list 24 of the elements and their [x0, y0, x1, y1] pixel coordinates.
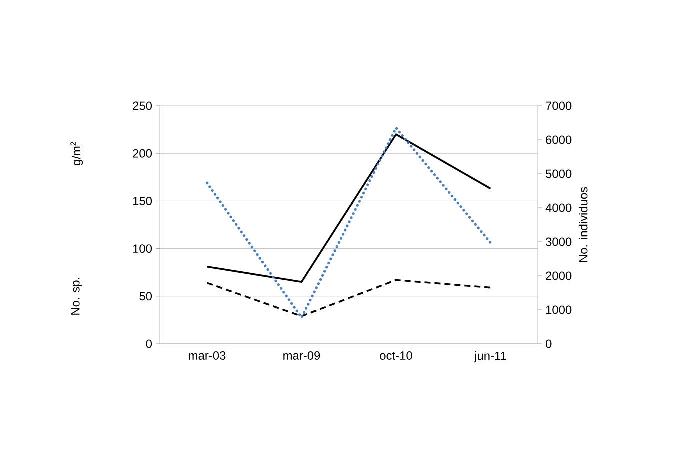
- y2-tick-label: 1000: [546, 306, 572, 314]
- y-tick-label: 250: [133, 102, 152, 110]
- y2-tick-label: 0: [546, 340, 552, 348]
- x-tick-label: oct-10: [380, 352, 412, 360]
- y-tick-label: 50: [140, 292, 152, 301]
- line-series: [206, 279, 492, 318]
- y2-tick-label: 3000: [546, 238, 572, 246]
- x-tick-label: mar-03: [189, 352, 226, 360]
- y-tick-label: 100: [133, 244, 152, 254]
- text: g/m$^{2}$: [70, 142, 84, 166]
- y2-tick-label: 5000: [546, 170, 572, 178]
- y-tick-label: 200: [133, 149, 152, 158]
- line-series: [206, 134, 492, 284]
- y2-tick-label: 2000: [546, 272, 572, 280]
- y2-tick-label: 4000: [546, 204, 572, 212]
- text: No. sp.: [71, 278, 82, 315]
- y-tick-label: 0: [146, 340, 152, 348]
- x-tick-label: jun-11: [474, 352, 506, 363]
- y2-axis-title: No. individuos: [578, 187, 588, 262]
- y-tick-label: 150: [133, 196, 152, 206]
- y2-tick-label: 7000: [546, 102, 572, 110]
- y2-tick-label: 6000: [546, 136, 572, 144]
- x-tick-label: mar-09: [284, 352, 320, 360]
- line-series: [206, 126, 492, 320]
